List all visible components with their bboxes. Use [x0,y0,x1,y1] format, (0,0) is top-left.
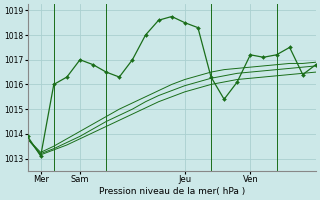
X-axis label: Pression niveau de la mer( hPa ): Pression niveau de la mer( hPa ) [99,187,245,196]
